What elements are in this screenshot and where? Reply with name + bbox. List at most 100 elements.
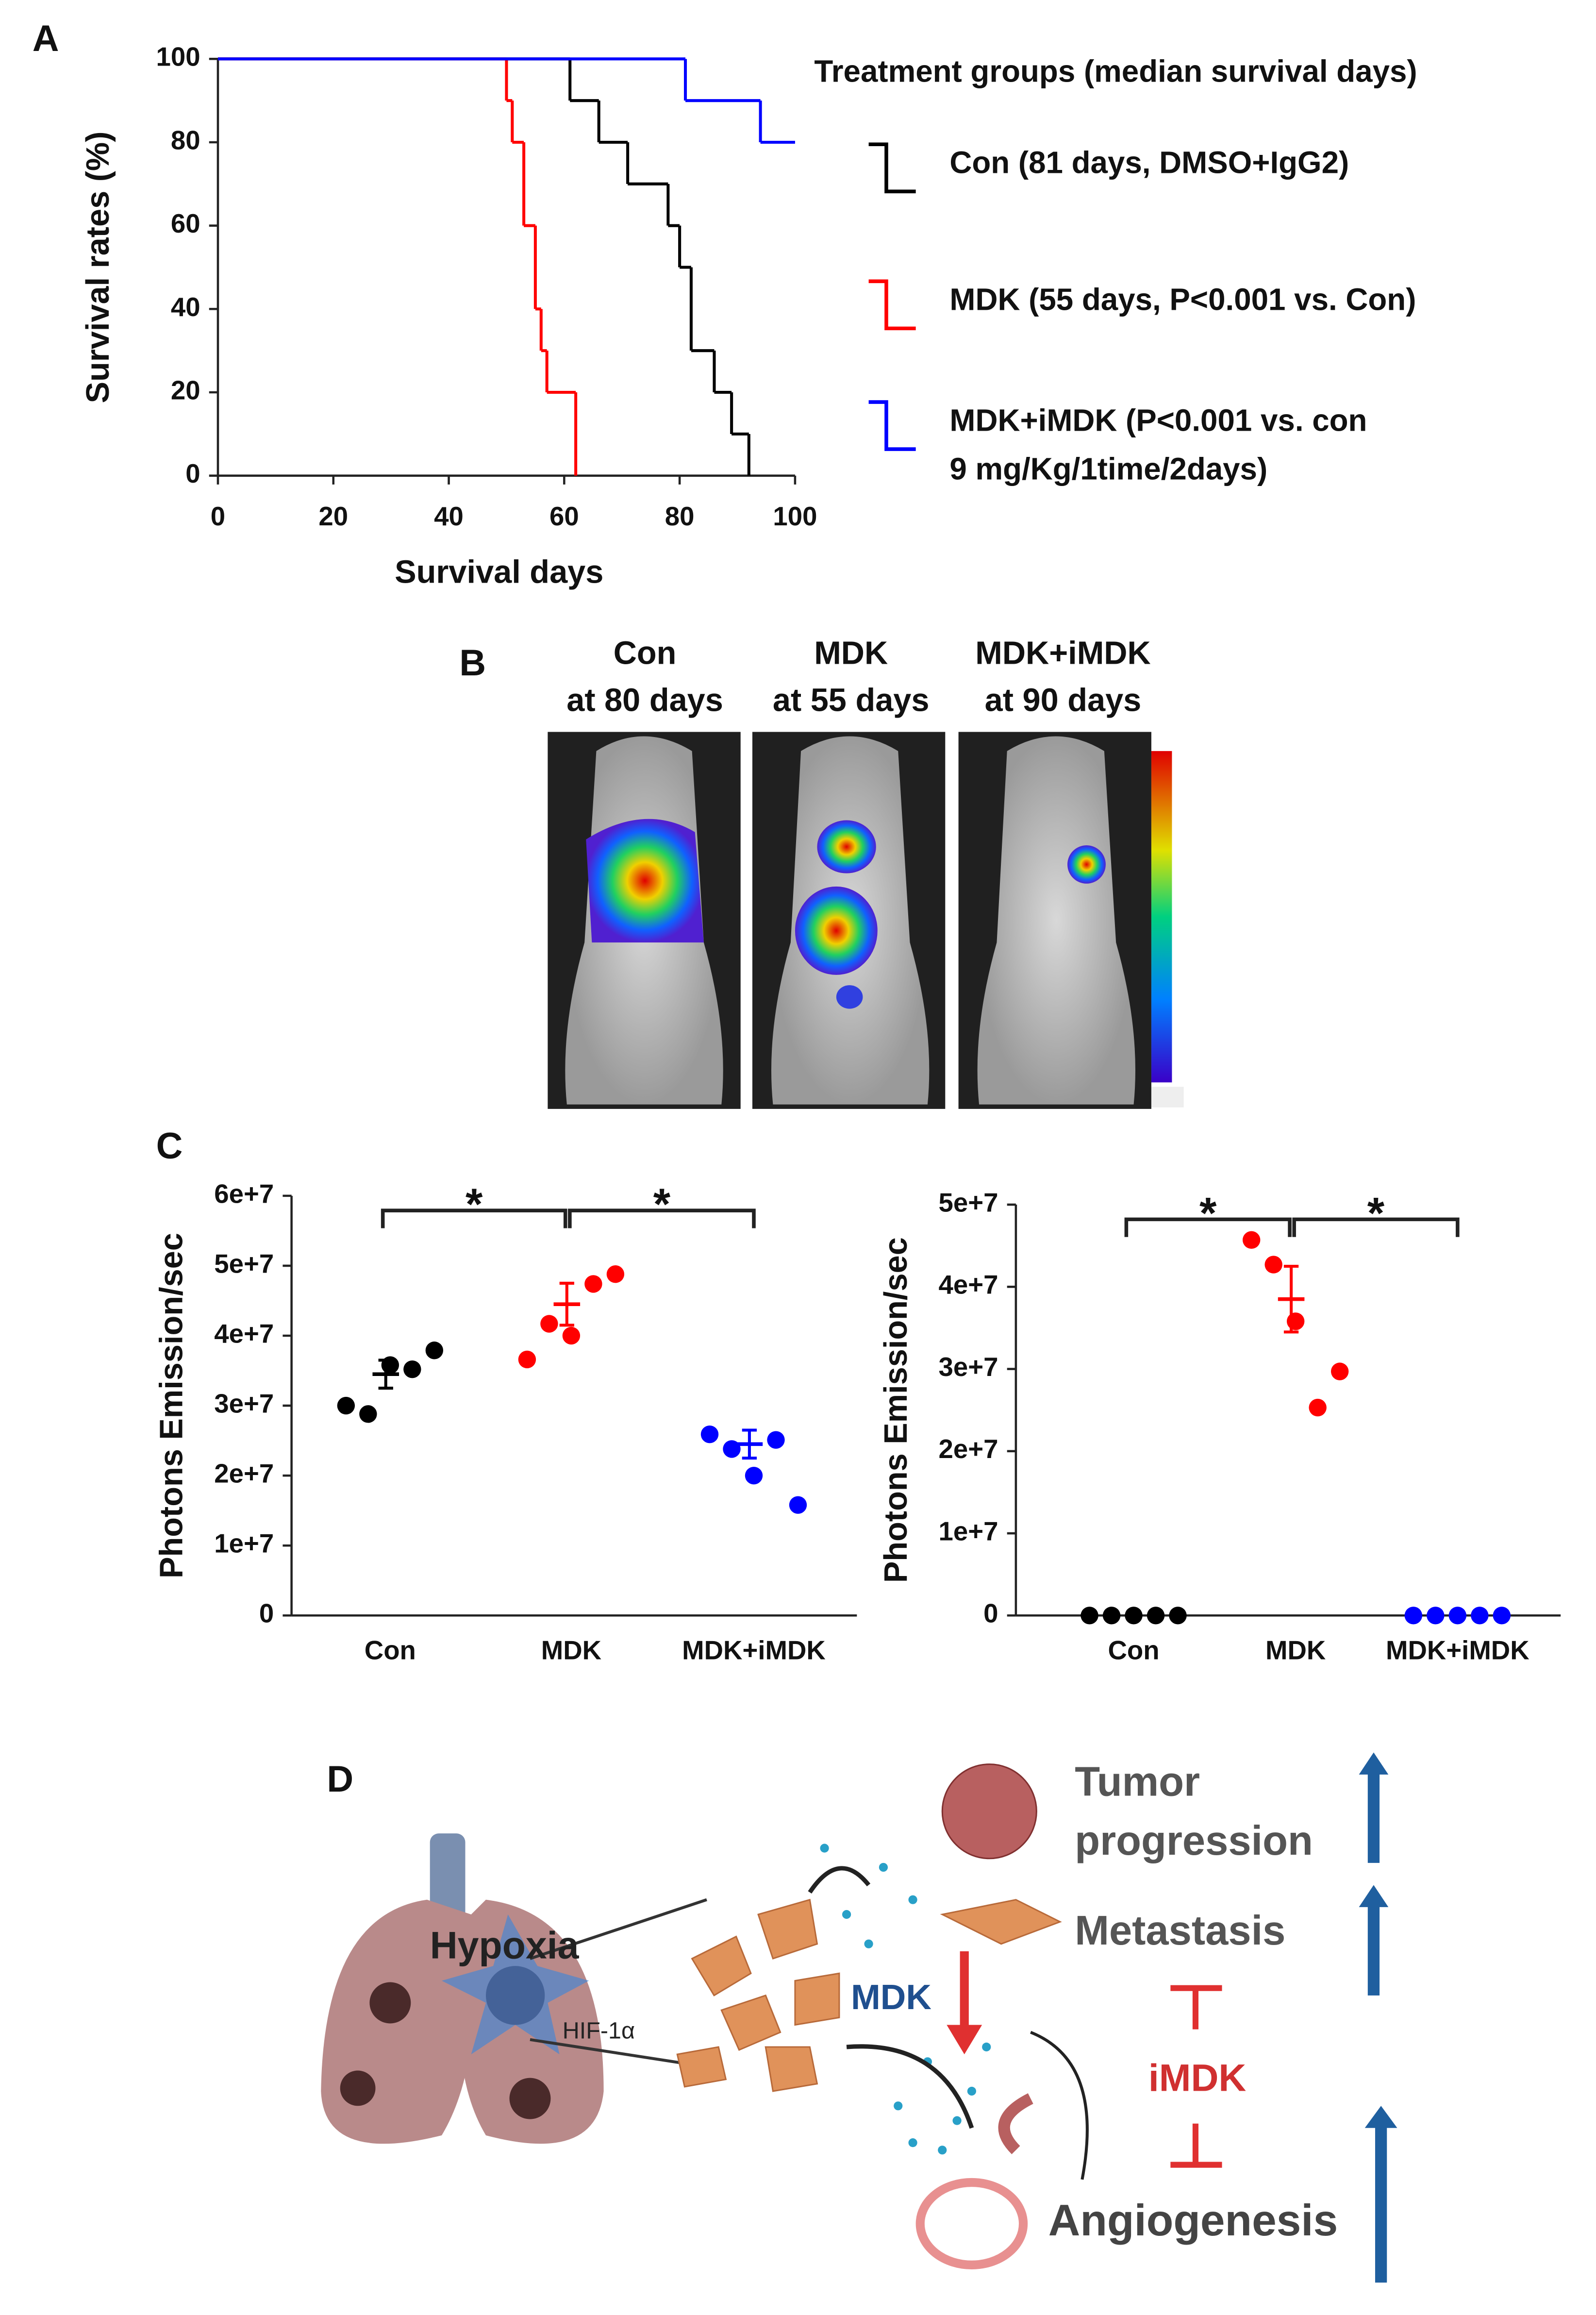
data-point: [1242, 1231, 1261, 1249]
image-title: MDK: [814, 635, 888, 671]
y-tick-label: 0: [983, 1599, 998, 1628]
y-tick-label: 1e+7: [939, 1516, 998, 1546]
x-tick-label: Con: [365, 1636, 416, 1665]
y-tick-label: 0: [185, 459, 200, 488]
outcome-label: Tumor: [1075, 1759, 1200, 1805]
diagram-label: MDK: [851, 1978, 931, 2017]
x-tick-label: MDK: [541, 1636, 601, 1665]
legend-entry: MDK+iMDK (P<0.001 vs. con 9 mg/Kg/1time/…: [949, 403, 1376, 486]
significance-bracket: [1292, 1217, 1460, 1237]
data-point: [562, 1326, 581, 1345]
legend-title: Treatment groups (median survival days): [814, 54, 1417, 88]
data-point: [403, 1360, 421, 1378]
outcome-label: progression: [1075, 1817, 1313, 1863]
data-point: [1169, 1607, 1187, 1625]
significance-bracket: [1124, 1217, 1292, 1237]
data-point: [584, 1275, 602, 1293]
x-tick-label: MDK+iMDK: [1386, 1636, 1530, 1665]
legend-entry: Con (81 days, DMSO+IgG2): [949, 146, 1349, 180]
data-point: [1125, 1607, 1143, 1625]
image-title: MDK+iMDK: [975, 635, 1150, 671]
y-tick-label: 2e+7: [939, 1434, 998, 1464]
x-tick-label: 80: [665, 502, 695, 531]
x-tick-label: MDK: [1265, 1636, 1326, 1665]
panel-label: A: [33, 18, 59, 59]
outcome-label: Metastasis: [1075, 1907, 1285, 1953]
data-point: [1471, 1607, 1489, 1625]
diagram-label: Hypoxia: [430, 1924, 580, 1967]
image-subtitle: at 80 days: [566, 682, 723, 718]
data-point: [540, 1315, 558, 1333]
legend-swatch: [868, 279, 916, 331]
x-tick-label: 0: [211, 502, 225, 531]
data-point: [1286, 1312, 1305, 1330]
data-point: [1264, 1256, 1282, 1274]
y-tick-label: 2e+7: [214, 1459, 274, 1489]
data-point: [700, 1425, 719, 1443]
data-point: [1448, 1607, 1467, 1625]
x-tick-label: 60: [549, 502, 579, 531]
significance-label: *: [466, 1180, 483, 1229]
data-point: [425, 1342, 444, 1359]
y-tick-label: 3e+7: [939, 1352, 998, 1382]
y-tick-label: 3e+7: [214, 1389, 274, 1418]
y-tick-label: 100: [156, 42, 200, 72]
y-axis-title: Photons Emission/sec: [154, 1233, 190, 1578]
x-tick-label: Con: [1108, 1636, 1159, 1665]
y-tick-label: 5e+7: [214, 1249, 274, 1278]
panel-label: C: [156, 1125, 183, 1167]
y-axis-title: Survival rates (%): [80, 132, 116, 403]
data-point: [1081, 1607, 1098, 1625]
y-tick-label: 40: [171, 292, 200, 322]
data-point: [1427, 1607, 1445, 1625]
y-tick-label: 0: [259, 1599, 274, 1628]
error-bar: [559, 1281, 574, 1327]
x-tick-label: 40: [434, 502, 464, 531]
image-subtitle: at 55 days: [773, 682, 930, 718]
significance-label: *: [1367, 1189, 1385, 1238]
data-point: [1330, 1362, 1349, 1380]
y-axis-title: Photons Emission/sec: [878, 1237, 914, 1583]
data-point: [1102, 1607, 1121, 1625]
data-point: [337, 1396, 355, 1415]
data-point: [767, 1431, 785, 1449]
significance-label: *: [653, 1180, 671, 1229]
y-tick-label: 4e+7: [214, 1319, 274, 1348]
significance-label: *: [1199, 1189, 1217, 1238]
significance-bracket: [381, 1208, 567, 1228]
data-point: [359, 1405, 377, 1423]
y-tick-label: 5e+7: [939, 1188, 998, 1217]
image-title: Con: [614, 635, 677, 671]
panel-label: D: [327, 1759, 353, 1800]
error-bar: [1283, 1264, 1299, 1334]
significance-bracket: [568, 1208, 756, 1228]
data-point: [1493, 1607, 1511, 1625]
data-point: [745, 1466, 763, 1485]
outcome-label: Angiogenesis: [1048, 2196, 1338, 2245]
data-point: [1147, 1607, 1165, 1625]
diagram-label: HIF-1α: [563, 2017, 635, 2044]
y-tick-label: 4e+7: [939, 1270, 998, 1300]
legend-swatch: [868, 400, 916, 451]
y-tick-label: 1e+7: [214, 1529, 274, 1559]
y-tick-label: 6e+7: [214, 1179, 274, 1208]
error-bar: [742, 1428, 757, 1460]
mouse-images: [548, 732, 1184, 1109]
error-bar: [378, 1359, 393, 1390]
data-point: [606, 1265, 625, 1283]
image-subtitle: at 90 days: [985, 682, 1142, 718]
data-point: [518, 1350, 536, 1369]
x-axis-title: Survival days: [395, 554, 603, 590]
legend-entry: MDK (55 days, P<0.001 vs. Con): [949, 283, 1416, 317]
data-point: [1309, 1398, 1327, 1417]
x-tick-label: 100: [773, 502, 817, 531]
x-tick-label: MDK+iMDK: [682, 1636, 826, 1665]
x-tick-label: 20: [318, 502, 348, 531]
y-tick-label: 60: [171, 209, 200, 238]
y-tick-label: 80: [171, 125, 200, 155]
diagram-label: iMDK: [1148, 2057, 1247, 2099]
panel-label: B: [459, 642, 486, 684]
data-point: [789, 1496, 807, 1514]
y-tick-label: 20: [171, 375, 200, 405]
